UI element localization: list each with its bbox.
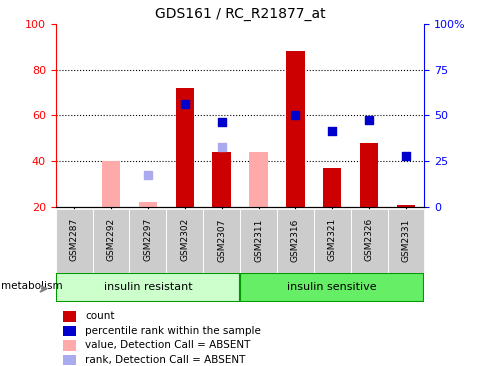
Bar xyxy=(249,152,267,207)
Point xyxy=(291,112,299,118)
Text: GSM2321: GSM2321 xyxy=(327,218,336,261)
Bar xyxy=(63,355,76,365)
Text: GSM2331: GSM2331 xyxy=(401,218,409,262)
Text: rank, Detection Call = ABSENT: rank, Detection Call = ABSENT xyxy=(85,355,245,365)
Point xyxy=(401,153,409,159)
Text: GSM2287: GSM2287 xyxy=(70,218,78,261)
Point xyxy=(328,128,335,134)
Bar xyxy=(240,273,424,302)
Text: GSM2307: GSM2307 xyxy=(217,218,226,262)
Bar xyxy=(350,209,387,273)
Text: GSM2302: GSM2302 xyxy=(180,218,189,261)
Text: insulin resistant: insulin resistant xyxy=(104,282,192,292)
Text: insulin sensitive: insulin sensitive xyxy=(287,282,376,292)
Bar xyxy=(56,273,240,302)
Bar xyxy=(175,88,194,207)
Text: GSM2292: GSM2292 xyxy=(106,218,115,261)
Bar xyxy=(63,311,76,322)
Text: count: count xyxy=(85,311,115,321)
Bar xyxy=(63,340,76,351)
Text: GSM2326: GSM2326 xyxy=(364,218,373,261)
Text: value, Detection Call = ABSENT: value, Detection Call = ABSENT xyxy=(85,340,250,351)
Text: metabolism: metabolism xyxy=(1,281,62,291)
Bar xyxy=(286,51,304,207)
Text: GSM2316: GSM2316 xyxy=(290,218,299,262)
Bar xyxy=(212,152,230,207)
Point xyxy=(217,144,225,150)
Point xyxy=(217,119,225,125)
Point xyxy=(144,172,151,178)
Bar xyxy=(240,209,276,273)
Point xyxy=(364,117,372,123)
Bar xyxy=(313,209,350,273)
Bar xyxy=(203,209,240,273)
Bar xyxy=(102,161,120,207)
Bar xyxy=(129,209,166,273)
Bar xyxy=(138,202,157,207)
Bar xyxy=(92,209,129,273)
Bar xyxy=(166,209,203,273)
Point xyxy=(181,101,188,107)
Bar xyxy=(396,205,414,207)
Bar xyxy=(63,325,76,336)
Bar xyxy=(276,209,313,273)
Text: GSM2297: GSM2297 xyxy=(143,218,152,261)
Bar xyxy=(322,168,341,207)
Title: GDS161 / RC_R21877_at: GDS161 / RC_R21877_at xyxy=(154,7,325,21)
Text: GSM2311: GSM2311 xyxy=(254,218,262,262)
Bar xyxy=(56,209,92,273)
Text: percentile rank within the sample: percentile rank within the sample xyxy=(85,326,260,336)
Bar xyxy=(387,209,424,273)
Bar xyxy=(359,143,378,207)
